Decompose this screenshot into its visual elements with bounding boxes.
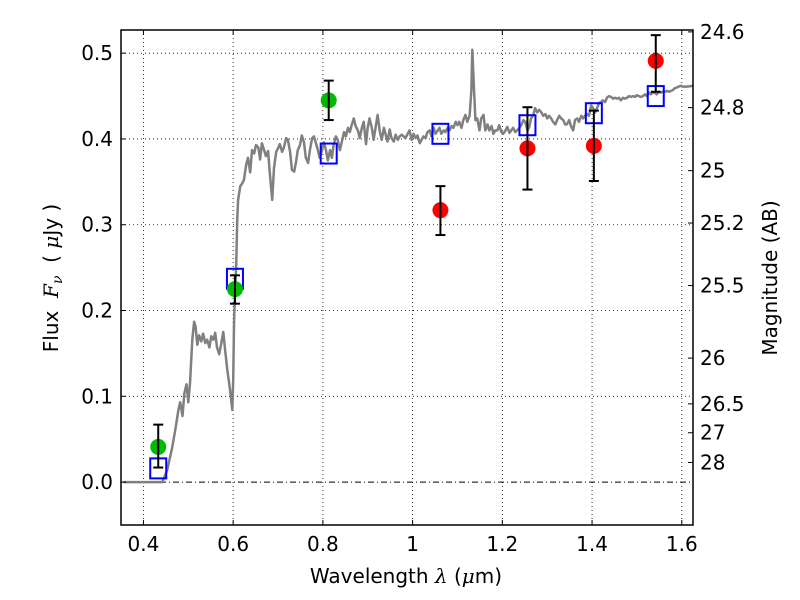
model-photometry-square <box>431 122 450 145</box>
y-tick-label: 0.4 <box>81 127 113 151</box>
y-tick-label: 0.1 <box>81 384 113 408</box>
right-tick-label: 25.5 <box>700 274 745 298</box>
right-axis-ticks: 24.6 24.8 25 25.2 25.5 26 26.5 27 28 <box>688 20 745 474</box>
plot-area <box>123 34 693 484</box>
grid <box>121 30 693 525</box>
right-tick-label: 27 <box>700 421 725 445</box>
right-tick-label: 28 <box>700 450 725 474</box>
error-bar <box>153 423 164 469</box>
right-tick-label: 25 <box>700 159 725 183</box>
x-tick-label: 1.2 <box>486 532 518 556</box>
model-photometry-square <box>319 142 338 165</box>
x-tick-label: 0.4 <box>128 532 160 556</box>
x-tick-label: 1.6 <box>666 532 698 556</box>
right-tick-label: 24.8 <box>700 96 745 120</box>
error-bar <box>229 274 240 305</box>
right-tick-label: 26 <box>700 346 725 370</box>
x-tick-label: 0.8 <box>307 532 339 556</box>
x-tick-label: 1 <box>406 532 419 556</box>
spectrum-line <box>123 48 693 484</box>
y-tick-label: 0.2 <box>81 299 113 323</box>
x-tick-label: 1.4 <box>576 532 608 556</box>
x-axis-label: Wavelength λ (μm) <box>310 564 502 588</box>
right-axis-label: Magnitude (AB) <box>758 200 782 355</box>
x-axis-ticks: 0.4 0.6 0.8 1 1.2 1.4 1.6 <box>128 30 698 556</box>
error-bar <box>522 106 533 191</box>
right-tick-label: 25.2 <box>700 211 745 235</box>
right-tick-label: 24.6 <box>700 20 745 44</box>
error-bar <box>588 109 599 182</box>
y-tick-label: 0.5 <box>81 41 113 65</box>
x-tick-label: 0.6 <box>217 532 249 556</box>
error-bar <box>650 34 661 93</box>
y-tick-label: 0.3 <box>81 213 113 237</box>
error-bar <box>323 79 334 122</box>
y-axis-ticks: 0.0 0.1 0.2 0.3 0.4 0.5 <box>81 41 126 494</box>
error-bar <box>435 185 446 237</box>
y-tick-label: 0.0 <box>81 470 113 494</box>
axes-frame <box>120 29 694 526</box>
right-tick-label: 26.5 <box>700 392 745 416</box>
y-axis-label: Flux Fν ( μJy ) <box>39 204 66 352</box>
